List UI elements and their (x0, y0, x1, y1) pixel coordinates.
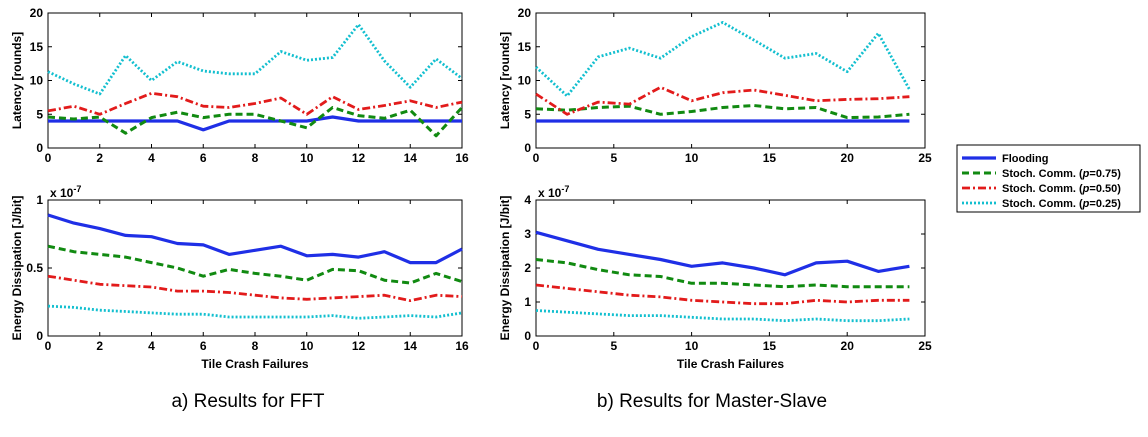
x-tick-label: 0 (533, 151, 540, 165)
plot-frame (47, 12, 463, 149)
y-tick-label: 2 (524, 261, 531, 275)
caption-right: b) Results for Master-Slave (597, 391, 827, 412)
legend-label-p: p (1082, 183, 1090, 195)
y-tick-label: 20 (30, 6, 44, 20)
x-tick-label: 10 (685, 339, 699, 353)
x-tick-label: 12 (352, 151, 366, 165)
y-axis-label: Latency [rounds] (10, 32, 24, 129)
y-axis-label: Latency [rounds] (498, 32, 512, 129)
y-tick-label: 10 (518, 74, 532, 88)
legend-label-prefix: Stoch. Comm. ( (1002, 183, 1083, 195)
x-tick-label: 10 (300, 339, 314, 353)
caption-left: a) Results for FFT (171, 391, 324, 412)
series-line (48, 115, 462, 132)
x-tick-label: 15 (763, 151, 777, 165)
x-tick-label: 20 (841, 339, 855, 353)
legend-label-p: p (1082, 168, 1090, 180)
series-line (47, 244, 463, 285)
x-tick-label: 8 (252, 151, 259, 165)
y-tick-label: 0.5 (26, 261, 43, 275)
y-scale-exponent: -7 (561, 184, 569, 194)
y-tick-label: 20 (518, 6, 532, 20)
y-tick-label: 5 (524, 107, 531, 121)
x-axis-label: Tile Crash Failures (677, 357, 784, 371)
series-line (47, 106, 464, 138)
y-scale-exponent: -7 (73, 184, 81, 194)
series-line (47, 23, 463, 96)
x-tick-label: 2 (96, 339, 103, 353)
y-tick-label: 0 (524, 329, 531, 343)
y-tick-label: 0 (36, 141, 43, 155)
x-tick-label: 5 (610, 339, 617, 353)
series-line (535, 85, 910, 116)
legend-label: Stoch. Comm. (p=0.50) (1002, 183, 1121, 195)
y-tick-label: 0 (36, 329, 43, 343)
y-scale-factor: x 10-7 (538, 184, 569, 200)
plot-frame (535, 12, 926, 149)
legend-label-suffix: =0.75) (1089, 168, 1121, 180)
x-tick-label: 16 (455, 151, 469, 165)
x-tick-label: 6 (200, 151, 207, 165)
x-tick-label: 20 (841, 151, 855, 165)
chart-fft-latency: 0 2 4 6 8 10 12 14 16 0 5 10 15 20 Latency [rounds] (10, 6, 469, 165)
legend-box (956, 144, 1141, 213)
x-tick-label: 16 (455, 339, 469, 353)
legend-label-p: p (1082, 198, 1090, 210)
series-line (535, 230, 910, 277)
legend-label-suffix: =0.50) (1089, 183, 1121, 195)
legend-label-prefix: Stoch. Comm. ( (1002, 168, 1083, 180)
series-line (535, 20, 911, 98)
x-tick-label: 25 (918, 151, 932, 165)
x-tick-label: 5 (610, 151, 617, 165)
y-tick-label: 5 (36, 107, 43, 121)
y-tick-label: 3 (524, 227, 531, 241)
x-tick-label: 2 (96, 151, 103, 165)
legend-label: Stoch. Comm. (p=0.25) (1002, 198, 1121, 210)
x-tick-label: 0 (533, 339, 540, 353)
y-tick-label: 1 (524, 295, 531, 309)
series-line (47, 274, 463, 303)
x-tick-label: 4 (148, 339, 155, 353)
legend-label-prefix: Flooding (1002, 153, 1048, 165)
x-tick-label: 4 (148, 151, 155, 165)
y-tick-label: 10 (30, 74, 44, 88)
series-line (47, 304, 463, 320)
x-tick-label: 15 (763, 339, 777, 353)
x-tick-label: 12 (352, 339, 366, 353)
y-scale-factor: x 10-7 (50, 184, 81, 200)
legend-label: Flooding (1002, 153, 1048, 165)
x-tick-label: 25 (918, 339, 932, 353)
y-tick-label: 15 (518, 40, 532, 54)
series-line (47, 213, 463, 265)
chart-fft-energy: 0 2 4 6 8 10 12 14 16 0 0.5 1 Energy Dissipation [J/… (10, 184, 469, 371)
y-tick-label: 4 (524, 193, 531, 207)
series-line (535, 283, 910, 306)
legend-label-suffix: =0.25) (1089, 198, 1121, 210)
x-tick-label: 10 (300, 151, 314, 165)
series-line (535, 258, 910, 289)
x-tick-label: 8 (252, 339, 259, 353)
x-tick-label: 6 (200, 339, 207, 353)
series-line (47, 91, 463, 116)
y-tick-label: 1 (36, 193, 43, 207)
y-tick-label: 0 (524, 141, 531, 155)
x-tick-label: 14 (404, 151, 418, 165)
chart-ms-latency: 0 5 10 15 20 25 0 5 10 15 20 Latency [rounds] (498, 6, 932, 165)
x-tick-label: 0 (45, 339, 52, 353)
x-tick-label: 14 (404, 339, 418, 353)
legend-label-prefix: Stoch. Comm. ( (1002, 198, 1083, 210)
y-axis-label: Energy Dissipation [J/bit] (10, 196, 24, 341)
y-axis-label: Energy Dissipation [J/bit] (498, 196, 512, 341)
x-tick-label: 0 (45, 151, 52, 165)
y-tick-label: 15 (30, 40, 44, 54)
chart-ms-energy: 0 5 10 15 20 25 0 1 2 3 4 Energy Dissipation [J/bit… (498, 184, 932, 371)
x-tick-label: 10 (685, 151, 699, 165)
legend-label: Stoch. Comm. (p=0.75) (1002, 168, 1121, 180)
x-axis-label: Tile Crash Failures (201, 357, 308, 371)
series-line (535, 104, 910, 120)
